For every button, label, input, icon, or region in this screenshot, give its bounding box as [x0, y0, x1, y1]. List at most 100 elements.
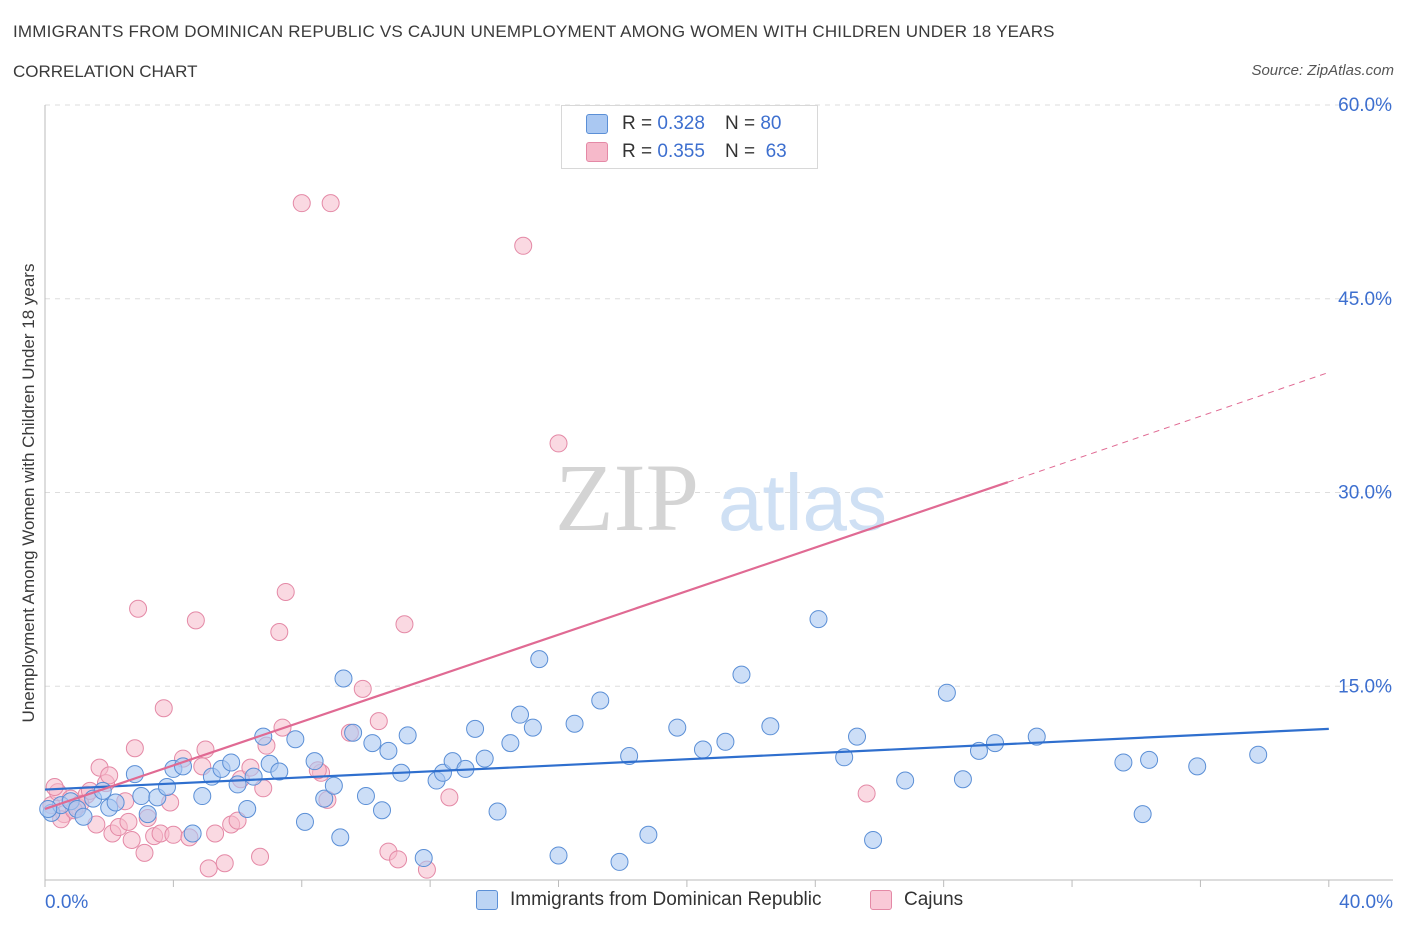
- cajuns-point: [857, 784, 876, 803]
- dominican-point: [193, 787, 212, 806]
- cajuns-point: [122, 830, 141, 849]
- y-tick-label: 45.0%: [1338, 289, 1392, 310]
- r-label: R =: [622, 141, 653, 162]
- dominican-point: [106, 793, 125, 812]
- dominican-point: [414, 849, 433, 868]
- dominican-point: [1249, 745, 1268, 764]
- r-value: 0.328: [657, 113, 705, 134]
- series-legend: Immigrants from Dominican Republic Cajun…: [0, 889, 1406, 915]
- dominican-point: [1114, 753, 1133, 772]
- dominican-point: [716, 732, 735, 751]
- dominican-point: [363, 734, 382, 753]
- dominican-point: [848, 727, 867, 746]
- cajuns-point: [199, 859, 218, 878]
- dominican-point: [693, 740, 712, 759]
- trendlines: [44, 371, 1329, 810]
- n-label: N =: [724, 141, 756, 162]
- dominican-point: [475, 749, 494, 768]
- dominican-point: [549, 846, 568, 865]
- axes: [44, 105, 1393, 887]
- stats-row-dominican: R = 0.328 N = 80: [586, 112, 781, 136]
- cajuns-point: [135, 843, 154, 862]
- dominican-point: [565, 714, 584, 733]
- legend-label: Immigrants from Dominican Republic: [510, 889, 822, 910]
- dominican-point: [286, 730, 305, 749]
- dominican-point: [228, 775, 247, 794]
- r-value: 0.355: [657, 141, 705, 162]
- cajuns-point: [129, 599, 148, 618]
- dominican-point: [1027, 727, 1046, 746]
- dominican-point: [132, 787, 151, 806]
- dominican-point: [732, 665, 751, 684]
- dominican-point: [1140, 750, 1159, 769]
- dominican-point: [324, 776, 343, 795]
- gridlines: [45, 104, 1393, 687]
- cajuns-point: [154, 699, 173, 718]
- legend-swatch-blue: [586, 114, 608, 134]
- cajuns-point: [549, 434, 568, 453]
- dominican-point: [530, 650, 549, 669]
- dominican-point: [379, 741, 398, 760]
- chart-title: IMMIGRANTS FROM DOMINICAN REPUBLIC VS CA…: [13, 22, 1055, 41]
- legend-item-cajuns[interactable]: Cajuns: [870, 889, 963, 911]
- n-value: 80: [760, 113, 782, 134]
- cajuns-point: [395, 615, 414, 634]
- dominican-point: [174, 757, 193, 776]
- dominican-point: [74, 807, 93, 826]
- watermark-zip: ZIP: [555, 444, 699, 551]
- dominican-point: [610, 852, 629, 871]
- dominican-point: [511, 705, 530, 724]
- dominican-point: [331, 828, 350, 847]
- dominican-point: [334, 669, 353, 688]
- dominican-point: [183, 824, 202, 843]
- cajuns-point: [186, 611, 205, 630]
- stats-legend: R = 0.328 N = 80 R = 0.355 N = 63: [561, 105, 818, 169]
- cajuns-point: [164, 825, 183, 844]
- dominican-point: [125, 765, 144, 784]
- cajuns-point: [206, 824, 225, 843]
- cajuns-point: [276, 582, 295, 601]
- dominican-point: [238, 799, 257, 818]
- source-credit: Source: ZipAtlas.com: [1251, 62, 1394, 79]
- dominican-point: [344, 723, 363, 742]
- dominican-point: [639, 825, 658, 844]
- dominican-point: [398, 726, 417, 745]
- x-tick-label: 40.0%: [1339, 892, 1393, 913]
- dominican-point: [373, 801, 391, 820]
- cajuns-trendline: [44, 481, 1009, 810]
- r-label: R =: [622, 113, 653, 134]
- cajuns-point: [514, 236, 533, 255]
- cajuns-point: [389, 850, 408, 869]
- dominican-point: [896, 771, 915, 790]
- legend-item-dominican[interactable]: Immigrants from Dominican Republic: [476, 889, 822, 911]
- cajuns-point: [100, 766, 119, 785]
- dominican-point: [1188, 757, 1207, 776]
- legend-swatch-pink: [870, 890, 892, 910]
- tick-labels: 15.0% 30.0% 45.0% 60.0% 0.0% 40.0%: [45, 95, 1393, 913]
- dominican-point: [1133, 805, 1152, 824]
- dominican-point: [270, 762, 289, 781]
- dominican-point: [761, 717, 780, 736]
- n-label: N =: [724, 113, 756, 134]
- cajuns-point: [125, 739, 144, 758]
- dominican-point: [305, 752, 324, 771]
- cajuns-point: [270, 623, 289, 641]
- y-axis-label: Unemployment Among Women with Children U…: [19, 264, 38, 723]
- dominican-point: [523, 718, 542, 737]
- y-tick-label: 15.0%: [1338, 676, 1392, 697]
- y-tick-label: 30.0%: [1338, 483, 1392, 504]
- dominican-point: [620, 747, 639, 765]
- dominican-point: [356, 787, 375, 806]
- dominican-point: [864, 830, 883, 849]
- dominican-point: [466, 719, 485, 738]
- cajuns-point: [228, 811, 247, 830]
- dominican-point: [591, 691, 610, 710]
- dominican-point: [295, 812, 314, 831]
- dominican-point: [157, 778, 176, 796]
- legend-swatch-blue: [476, 890, 498, 910]
- dominican-point: [501, 734, 520, 753]
- dominican-point: [668, 718, 687, 737]
- cajuns-point: [369, 712, 388, 731]
- cajuns-trendline: [1007, 371, 1329, 483]
